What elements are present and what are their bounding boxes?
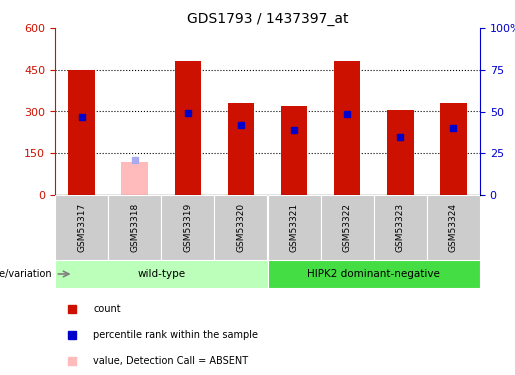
Bar (374, 195, 427, 260)
Bar (387, 110, 414, 195)
Text: percentile rank within the sample: percentile rank within the sample (93, 330, 258, 340)
Bar (122, 162, 148, 195)
Bar (321, 195, 374, 260)
Bar (228, 103, 254, 195)
Bar (161, 195, 214, 260)
Bar (68, 70, 95, 195)
Text: GSM53320: GSM53320 (236, 203, 246, 252)
Text: HIPK2 dominant-negative: HIPK2 dominant-negative (307, 269, 440, 279)
Text: wild-type: wild-type (137, 269, 185, 279)
Text: genotype/variation: genotype/variation (0, 269, 53, 279)
Text: count: count (93, 304, 121, 313)
Bar (108, 195, 161, 260)
Bar (334, 62, 360, 195)
Bar (427, 195, 480, 260)
Title: GDS1793 / 1437397_at: GDS1793 / 1437397_at (187, 12, 348, 26)
Text: GSM53319: GSM53319 (183, 203, 192, 252)
Bar (267, 260, 480, 288)
Text: GSM53318: GSM53318 (130, 203, 139, 252)
Text: GSM53321: GSM53321 (289, 203, 299, 252)
Bar (55, 260, 267, 288)
Text: GSM53324: GSM53324 (449, 203, 458, 252)
Bar (55, 195, 108, 260)
Text: GSM53317: GSM53317 (77, 203, 86, 252)
Text: value, Detection Call = ABSENT: value, Detection Call = ABSENT (93, 356, 248, 366)
Bar (267, 195, 321, 260)
Bar (214, 195, 267, 260)
Bar (440, 103, 467, 195)
Text: GSM53322: GSM53322 (342, 203, 352, 252)
Bar (281, 106, 307, 195)
Bar (175, 62, 201, 195)
Text: GSM53323: GSM53323 (396, 203, 405, 252)
